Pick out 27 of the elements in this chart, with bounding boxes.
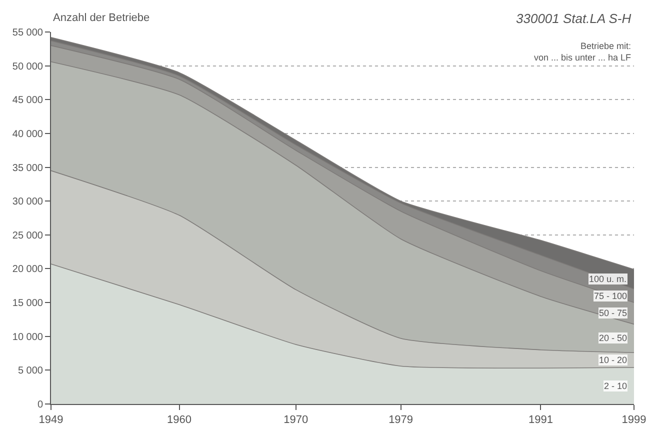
y-tick-label: 5 000 bbox=[18, 366, 44, 377]
y-tick-label: 20 000 bbox=[12, 264, 44, 276]
series-label: 20 - 50 bbox=[599, 333, 628, 343]
y-tick-label: 55 000 bbox=[12, 28, 44, 38]
text: 330001 Stat.LA S-H bbox=[516, 11, 632, 26]
y-tick-label: 45 000 bbox=[12, 95, 44, 106]
series-label: 75 - 100 bbox=[594, 291, 628, 301]
y-tick-label: 35 000 bbox=[12, 162, 44, 174]
x-tick-label: 1979 bbox=[388, 414, 414, 426]
x-tick-label: 1960 bbox=[167, 414, 192, 426]
series-label: 10 - 20 bbox=[599, 355, 628, 365]
x-tick-label: 1970 bbox=[284, 414, 308, 426]
x-tick-label: 1991 bbox=[528, 414, 553, 426]
y-axis-title: Anzahl der Betriebe bbox=[53, 12, 150, 24]
legend-title: Betriebe mit: von ... bis unter ... ha LF bbox=[534, 41, 632, 63]
series-label: 50 - 75 bbox=[599, 308, 628, 318]
x-tick-label: 1999 bbox=[622, 414, 646, 426]
y-tick-label: 25 000 bbox=[12, 230, 44, 242]
y-tick-label: 0 bbox=[37, 400, 44, 410]
x-tick-label: 1949 bbox=[38, 414, 64, 426]
y-tick-label: 40 000 bbox=[12, 128, 44, 140]
y-tick-label: 10 000 bbox=[12, 332, 44, 343]
series-label: 100 u. m. bbox=[589, 274, 627, 284]
y-tick-label: 30 000 bbox=[12, 196, 44, 208]
y-tick-label: 15 000 bbox=[12, 298, 44, 310]
series-label: 2 - 10 bbox=[604, 381, 628, 391]
y-tick-label: 50 000 bbox=[12, 61, 44, 72]
